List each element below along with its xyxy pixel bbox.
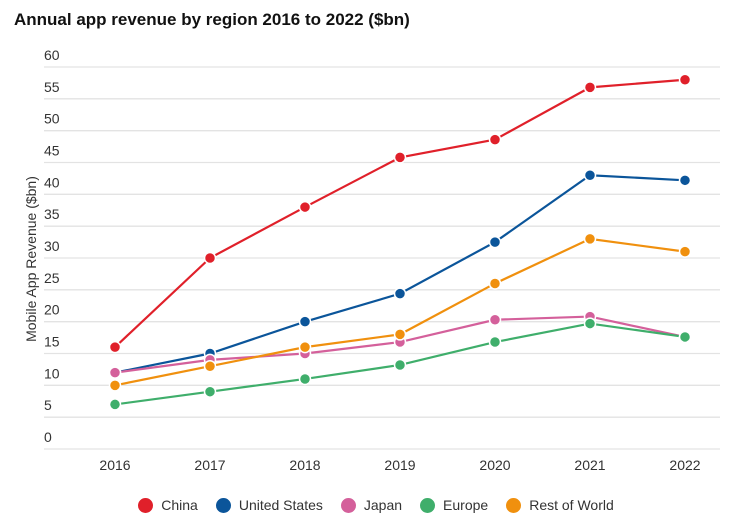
- data-point: [583, 168, 597, 182]
- x-tick-label: 2017: [194, 457, 225, 473]
- legend-swatch: [420, 497, 436, 513]
- y-tick-label: 30: [44, 238, 60, 254]
- y-tick-label: 55: [44, 79, 60, 95]
- data-point: [488, 235, 502, 249]
- y-tick-label: 15: [44, 334, 60, 350]
- x-tick-label: 2020: [479, 457, 510, 473]
- data-point: [298, 372, 312, 386]
- x-tick-label: 2018: [289, 457, 320, 473]
- legend-swatch: [506, 497, 522, 513]
- legend-item: Japan: [340, 497, 403, 513]
- data-point: [203, 251, 217, 265]
- data-point: [678, 330, 692, 344]
- x-tick-label: 2016: [99, 457, 130, 473]
- legend-item: Europe: [420, 497, 488, 513]
- data-point: [678, 73, 692, 86]
- data-point: [583, 81, 597, 94]
- data-point: [108, 366, 122, 379]
- x-tick-label: 2019: [384, 457, 415, 473]
- x-tick-label: 2021: [574, 457, 605, 473]
- x-tick-label: 2022: [669, 457, 700, 473]
- y-tick-label: 45: [44, 143, 60, 159]
- legend-label: Europe: [443, 497, 489, 513]
- y-tick-label: 5: [44, 397, 52, 413]
- data-point: [488, 313, 502, 327]
- legend-label: Japan: [363, 497, 403, 513]
- series-line-china: [114, 78, 686, 348]
- y-axis-label: Mobile App Revenue ($bn): [23, 176, 39, 342]
- data-point: [203, 385, 217, 398]
- data-point: [393, 151, 407, 164]
- y-tick-label: 35: [44, 206, 60, 222]
- data-point: [488, 133, 502, 146]
- legend-item: China: [138, 497, 198, 513]
- legend-swatch: [340, 497, 356, 513]
- data-point: [678, 174, 692, 187]
- legend-swatch: [215, 497, 231, 513]
- data-point: [583, 317, 597, 330]
- legend-swatch: [138, 497, 154, 513]
- data-point: [108, 398, 122, 411]
- y-tick-label: 60: [44, 47, 60, 63]
- legend-label: China: [161, 497, 198, 513]
- y-tick-label: 50: [44, 111, 60, 127]
- y-tick-label: 40: [44, 174, 60, 190]
- data-point: [108, 340, 122, 354]
- data-point: [583, 232, 597, 246]
- legend-item: Rest of World: [506, 497, 614, 513]
- y-tick-label: 25: [44, 270, 60, 286]
- legend-label: Rest of World: [529, 497, 614, 513]
- data-point: [298, 340, 312, 354]
- y-tick-label: 0: [44, 429, 52, 445]
- data-point: [488, 277, 502, 290]
- legend-item: United States: [215, 497, 323, 513]
- data-point: [488, 335, 502, 349]
- legend: China United States Japan Europe Rest of Wor…: [0, 497, 752, 513]
- data-point: [393, 328, 407, 341]
- data-point: [203, 359, 217, 373]
- data-point: [393, 287, 407, 300]
- chart-title: Annual app revenue by region 2016 to 202…: [14, 10, 410, 29]
- data-point: [678, 245, 692, 258]
- data-point: [393, 358, 407, 372]
- data-point: [108, 379, 122, 392]
- legend-label: United States: [238, 497, 323, 513]
- data-point: [298, 200, 312, 214]
- data-point: [298, 315, 312, 328]
- y-tick-label: 10: [44, 365, 60, 381]
- y-tick-label: 20: [44, 302, 60, 318]
